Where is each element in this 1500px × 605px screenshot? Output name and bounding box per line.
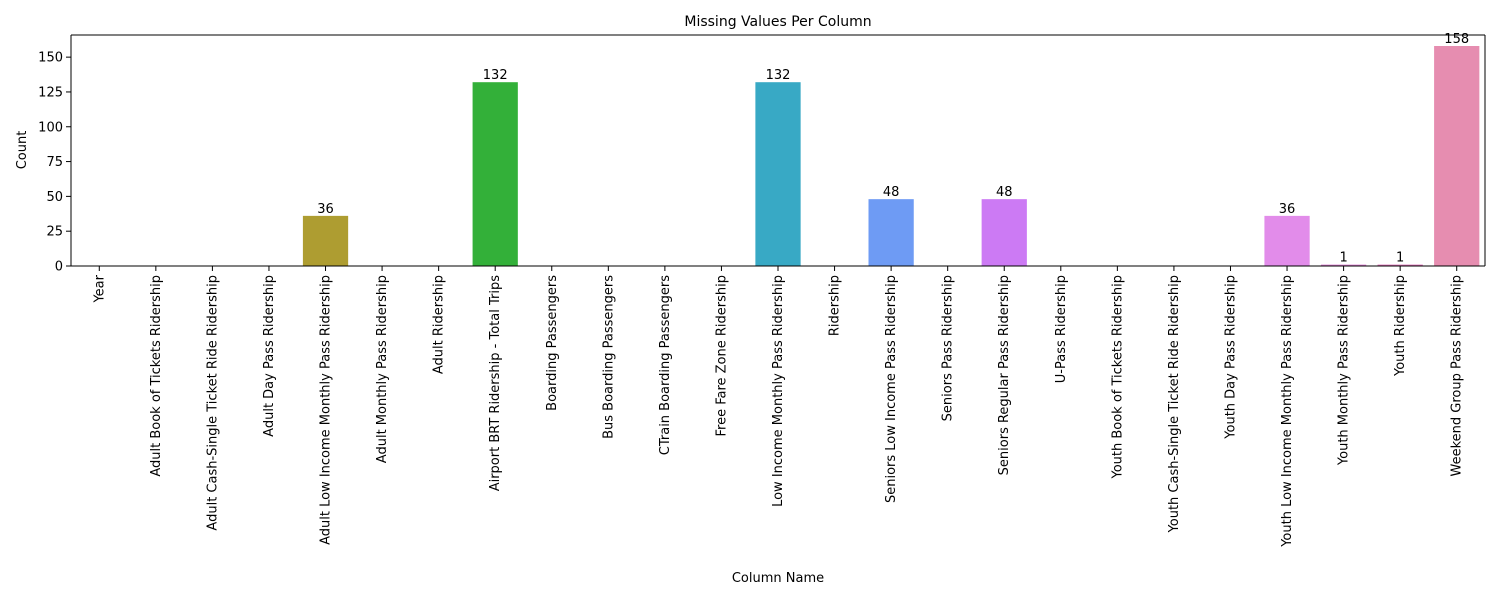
x-tick-label-6: Adult Ridership — [432, 275, 447, 374]
y-tick-label-4: 100 — [38, 120, 63, 135]
plot-area: 36 132 132 48 48 36 1 1 158 0 25 50 75 100 125 150 Year A… — [38, 32, 1486, 548]
x-tick-label-5: Adult Monthly Pass Ridership — [375, 275, 390, 463]
data-label-23: 1 — [1396, 251, 1404, 266]
data-label-24: 158 — [1444, 32, 1469, 47]
x-tick-label-19: Youth Cash-Single Ticket Ride Ridership — [1167, 275, 1182, 533]
x-tick-label-4: Adult Low Income Monthly Pass Ridership — [319, 275, 334, 545]
bar-22 — [1320, 264, 1367, 266]
y-tick-label-0: 0 — [55, 260, 63, 275]
y-tick-label-5: 125 — [38, 85, 63, 100]
x-tick-label-0: Year — [92, 274, 107, 303]
bar-24 — [1434, 46, 1480, 266]
bar-7 — [472, 82, 518, 266]
y-tick-label-2: 50 — [46, 190, 63, 205]
y-tick-label-3: 75 — [46, 155, 63, 170]
bar-21 — [1264, 215, 1310, 266]
y-tick-label-1: 25 — [46, 225, 63, 240]
x-tick-label-14: Seniors Low Income Pass Ridership — [884, 275, 899, 503]
x-tick-label-21: Youth Low Income Monthly Pass Ridership — [1280, 275, 1295, 548]
data-label-4: 36 — [317, 202, 334, 217]
data-label-21: 36 — [1279, 202, 1296, 217]
x-tick-label-18: Youth Book of Tickets Ridership — [1110, 275, 1125, 480]
x-tick-label-12: Low Income Monthly Pass Ridership — [771, 275, 786, 507]
x-tick-label-13: Ridership — [828, 275, 843, 336]
y-axis-label: Count — [15, 131, 30, 170]
x-tick-label-11: Free Fare Zone Ridership — [714, 275, 729, 437]
bar-4 — [302, 215, 349, 266]
x-tick-label-15: Seniors Pass Ridership — [941, 275, 956, 421]
x-tick-label-8: Boarding Passengers — [545, 275, 560, 411]
y-tick-label-6: 150 — [38, 51, 63, 66]
bar-14 — [868, 199, 914, 266]
x-tick-label-3: Adult Day Pass Ridership — [262, 275, 277, 437]
data-label-16: 48 — [996, 185, 1013, 200]
bar-12 — [755, 82, 801, 266]
x-tick-label-2: Adult Cash-Single Ticket Ride Ridership — [205, 275, 220, 531]
x-tick-label-23: Youth Ridership — [1393, 275, 1408, 377]
x-tick-label-9: Bus Boarding Passengers — [601, 275, 616, 439]
bar-16 — [981, 199, 1027, 266]
x-tick-label-10: CTrain Boarding Passengers — [658, 275, 673, 455]
data-label-14: 48 — [883, 185, 900, 200]
data-label-7: 132 — [483, 68, 508, 83]
x-tick-label-1: Adult Book of Tickets Ridership — [149, 275, 164, 477]
x-tick-label-7: Airport BRT Ridership - Total Trips — [488, 275, 503, 492]
x-tick-label-20: Youth Day Pass Ridership — [1223, 275, 1238, 440]
x-axis-label: Column Name — [732, 571, 824, 586]
data-label-12: 132 — [766, 68, 791, 83]
bar-23 — [1377, 264, 1423, 266]
x-tick-label-24: Weekend Group Pass Ridership — [1450, 275, 1465, 477]
x-tick-label-17: U-Pass Ridership — [1054, 275, 1069, 383]
x-tick-label-16: Seniors Regular Pass Ridership — [997, 275, 1012, 475]
chart-title: Missing Values Per Column — [684, 14, 871, 30]
x-tick-label-22: Youth Monthly Pass Ridership — [1337, 275, 1352, 466]
data-label-22: 1 — [1339, 251, 1347, 266]
